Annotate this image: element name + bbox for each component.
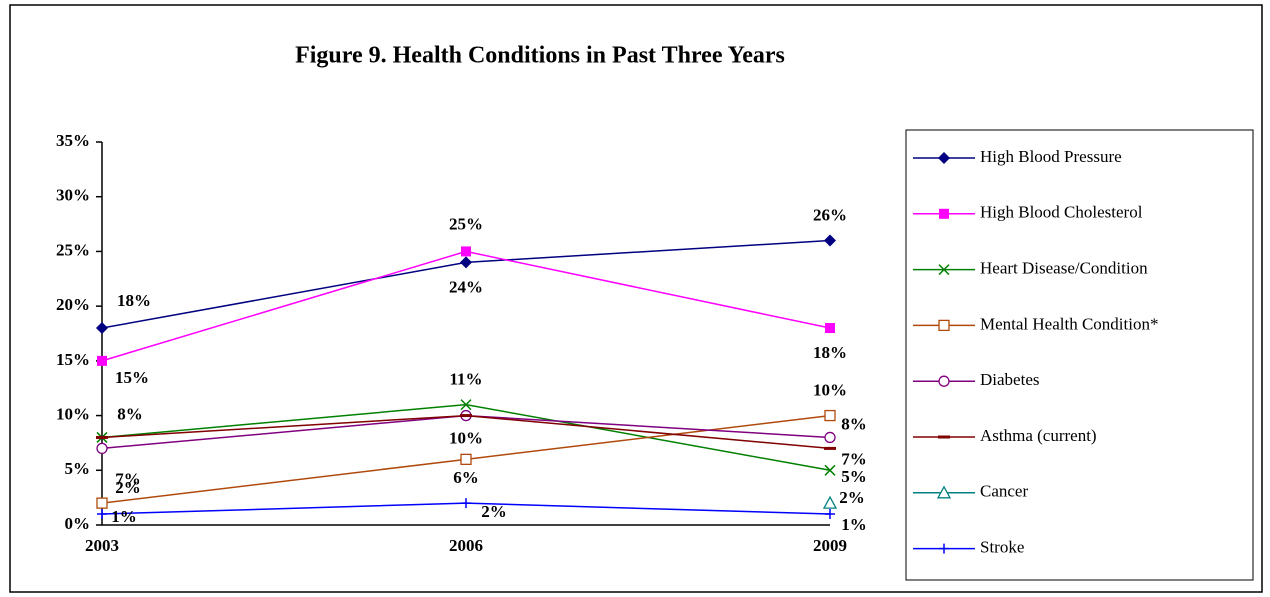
legend-label: Stroke	[980, 538, 1024, 557]
data-label: 2%	[481, 502, 507, 521]
marker-part	[938, 319, 950, 332]
legend-label: High Blood Cholesterol	[980, 203, 1143, 222]
marker	[824, 464, 836, 476]
y-tick-label: 10%	[56, 404, 90, 423]
data-label: 1%	[841, 515, 867, 534]
marker-part	[936, 485, 952, 499]
marker-part	[825, 509, 835, 520]
marker-part	[824, 431, 836, 444]
marker	[96, 442, 108, 455]
y-tick-label: 35%	[56, 131, 90, 150]
y-tick-label: 25%	[56, 240, 90, 259]
marker-part	[938, 264, 950, 276]
legend-label: Heart Disease/Condition	[980, 259, 1148, 278]
marker-part	[460, 399, 472, 411]
marker-part	[824, 409, 836, 422]
marker-part	[825, 323, 835, 334]
y-tick-label: 5%	[65, 459, 91, 478]
legend-label: Asthma (current)	[980, 426, 1097, 445]
marker	[461, 246, 471, 257]
marker	[460, 453, 472, 465]
data-label: 8%	[841, 414, 867, 433]
marker	[460, 399, 472, 411]
data-label: 7%	[115, 469, 141, 488]
data-label: 1%	[111, 507, 137, 526]
y-tick-label: 20%	[56, 295, 90, 314]
data-label: 18%	[117, 291, 151, 310]
data-label: 24%	[449, 277, 483, 296]
data-label: 26%	[813, 205, 847, 224]
marker-part	[938, 375, 950, 387]
marker	[938, 319, 950, 332]
marker	[97, 355, 107, 366]
legend-label: Mental Health Condition*	[980, 314, 1158, 333]
y-tick-label: 15%	[56, 350, 90, 369]
marker-part	[96, 497, 108, 509]
marker-part	[824, 464, 836, 476]
data-label: 10%	[449, 428, 483, 447]
marker-part	[460, 453, 472, 465]
marker-part	[96, 442, 108, 455]
marker	[824, 409, 836, 422]
data-label: 15%	[115, 368, 149, 387]
marker-part	[939, 208, 949, 219]
data-label: 8%	[117, 404, 143, 423]
legend-box	[905, 129, 1254, 581]
legend-label: High Blood Pressure	[980, 147, 1122, 166]
marker	[939, 208, 949, 219]
legend-label: Cancer	[980, 482, 1028, 501]
marker-part	[938, 152, 950, 164]
marker	[824, 234, 836, 247]
marker	[97, 509, 107, 520]
data-label: 5%	[841, 467, 867, 486]
marker	[96, 497, 108, 509]
data-label: 25%	[449, 214, 483, 233]
marker-part	[822, 495, 838, 509]
marker-part	[96, 322, 108, 335]
marker-part	[461, 498, 471, 509]
marker	[824, 431, 836, 444]
data-label: 11%	[449, 370, 482, 389]
marker	[938, 152, 950, 164]
y-tick-label: 0%	[65, 514, 91, 533]
marker-part	[824, 234, 836, 247]
marker	[460, 256, 472, 269]
marker-part	[939, 543, 949, 554]
data-label: 18%	[813, 343, 847, 362]
marker	[939, 543, 949, 554]
chart-title: Figure 9. Health Conditions in Past Thre…	[295, 43, 785, 69]
x-tick-label: 2006	[449, 536, 483, 555]
marker-part	[97, 509, 107, 520]
x-tick-label: 2009	[813, 536, 847, 555]
marker	[822, 495, 838, 509]
marker	[825, 323, 835, 334]
data-label: 2%	[839, 488, 865, 507]
marker-part	[97, 355, 107, 366]
legend-label: Diabetes	[980, 370, 1039, 389]
data-label: 7%	[841, 449, 867, 468]
y-tick-label: 30%	[56, 186, 90, 205]
marker-part	[460, 256, 472, 269]
data-label: 10%	[813, 380, 847, 399]
marker	[938, 375, 950, 387]
marker	[938, 264, 950, 276]
x-tick-label: 2003	[85, 536, 119, 555]
marker	[96, 322, 108, 335]
data-label: 6%	[453, 468, 479, 487]
data-label: 2%	[115, 478, 141, 497]
marker	[936, 485, 952, 499]
marker	[461, 498, 471, 509]
marker	[825, 509, 835, 520]
marker-part	[461, 246, 471, 257]
